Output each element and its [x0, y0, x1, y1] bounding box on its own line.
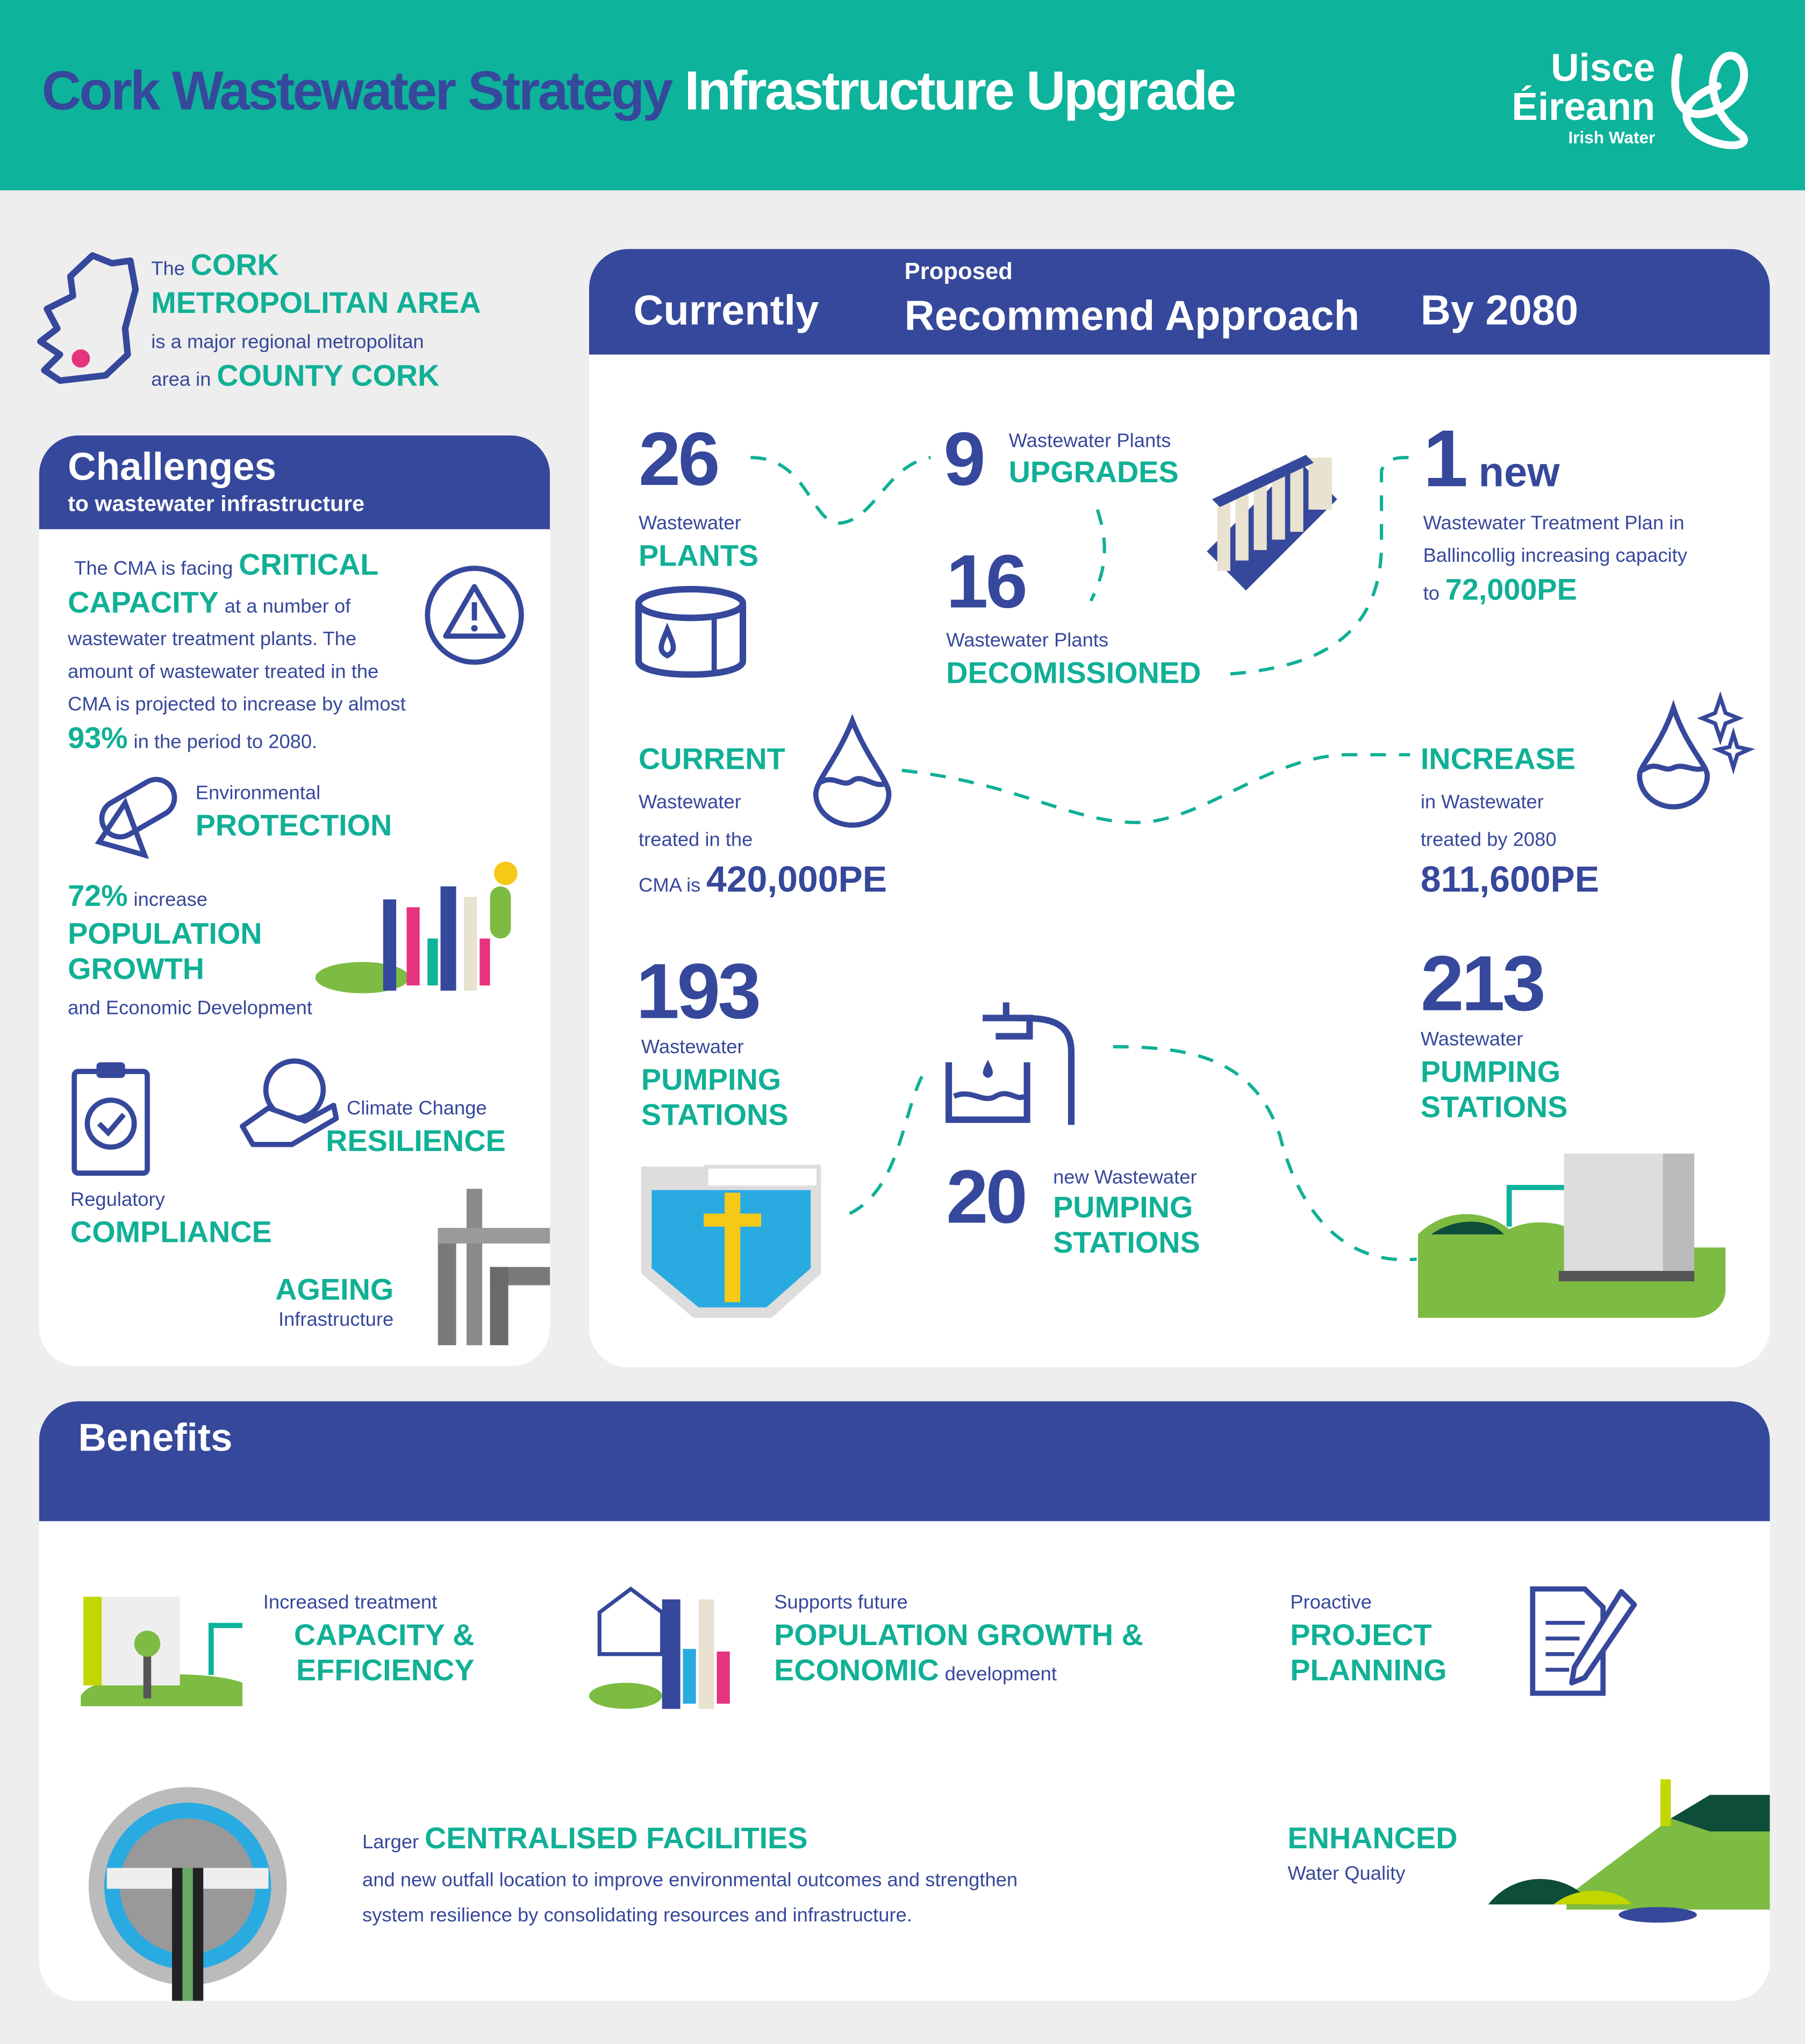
- critical-capacity-text: The CMA is facing CRITICAL CAPACITY at a…: [68, 547, 406, 755]
- family-house-illustration-icon: [589, 1586, 730, 1709]
- header-banner: Cork Wastewater Strategy Infrastructure …: [0, 0, 1805, 190]
- tab-by-2080: By 2080: [1420, 287, 1579, 334]
- clean-water-drop-icon: [1637, 691, 1756, 810]
- new-plant-stat: 1 new: [1423, 414, 1560, 505]
- environment-protection-icon: [95, 777, 177, 859]
- tab-currently: Currently: [633, 287, 819, 334]
- treatment-capacity-illustration-icon: [81, 1597, 242, 1706]
- benefits-header: Benefits: [39, 1401, 1770, 1521]
- climate-globe-hand-icon: [240, 1058, 339, 1147]
- approach-header: Currently Proposed Recommend Approach By…: [589, 249, 1770, 355]
- logo-swirl-icon: [1671, 52, 1748, 149]
- treatment-plant-module-icon: [1207, 455, 1337, 591]
- family-illustration-icon: [315, 861, 518, 994]
- uisce-eireann-logo: Uisce Éireann Irish Water: [1512, 47, 1656, 147]
- tap-pump-icon: [946, 1002, 1075, 1125]
- warning-icon: [425, 566, 524, 665]
- water-drop-icon: [813, 713, 892, 828]
- benefits-card: Benefits Increased treatment CAPACITY & …: [39, 1401, 1770, 2001]
- challenges-card: Challenges to wastewater infrastructure …: [39, 435, 550, 1366]
- challenges-header: Challenges to wastewater infrastructure: [39, 435, 550, 530]
- page-title: Cork Wastewater Strategy Infrastructure …: [41, 60, 1237, 122]
- plant-tank-icon: [635, 585, 747, 678]
- ireland-map-icon: [37, 252, 139, 384]
- population-growth-text: 72% increase POPULATION GROWTH and Econo…: [68, 878, 312, 1020]
- ageing-pipes-icon: [438, 1189, 550, 1346]
- tab-recommend-approach: Recommend Approach: [904, 292, 1360, 339]
- storage-tank-landscape-icon: [1417, 1153, 1726, 1318]
- dashed-connectors: [750, 456, 1417, 1262]
- document-pen-icon: [1530, 1586, 1637, 1696]
- centralised-facility-icon: [88, 1787, 287, 2001]
- approach-card: Currently Proposed Recommend Approach By…: [589, 249, 1770, 1368]
- landscape-water-quality-icon: [1488, 1779, 1770, 1923]
- clipboard-check-icon: [71, 1062, 150, 1176]
- intro-text: The CORK METROPOLITAN AREA is a major re…: [151, 247, 481, 392]
- pumping-tank-icon: [641, 1164, 821, 1318]
